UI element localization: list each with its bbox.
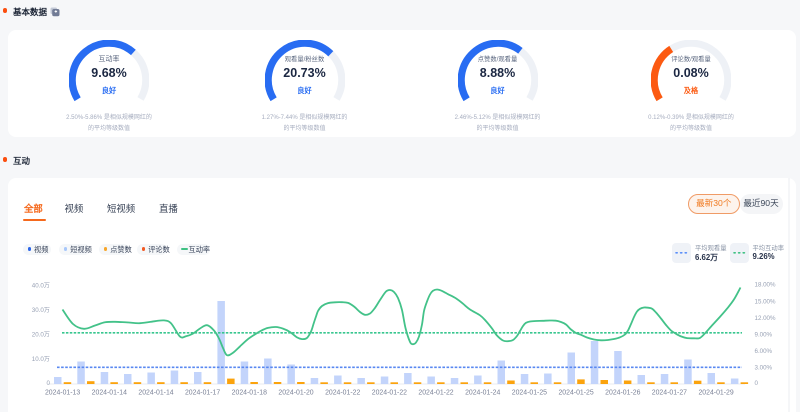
svg-text:2024-01-17: 2024-01-17: [185, 390, 220, 397]
svg-text:0: 0: [755, 380, 759, 387]
svg-text:2024-01-14: 2024-01-14: [138, 390, 173, 397]
svg-text:9.00%: 9.00%: [755, 331, 773, 338]
svg-text:2024-01-13: 2024-01-13: [45, 390, 80, 397]
svg-text:40.0万: 40.0万: [32, 282, 50, 289]
svg-text:2024-01-27: 2024-01-27: [652, 390, 687, 397]
svg-text:10.0万: 10.0万: [32, 356, 50, 363]
svg-text:2024-01-25: 2024-01-25: [558, 390, 593, 397]
svg-text:0: 0: [47, 380, 51, 387]
svg-text:15.00%: 15.00%: [755, 298, 776, 305]
svg-text:2024-01-26: 2024-01-26: [605, 390, 640, 397]
svg-text:2024-01-22: 2024-01-22: [372, 390, 407, 397]
svg-text:2024-01-24: 2024-01-24: [465, 390, 500, 397]
svg-text:2024-01-22: 2024-01-22: [418, 390, 453, 397]
svg-text:2024-01-29: 2024-01-29: [698, 390, 733, 397]
svg-text:6.00%: 6.00%: [755, 348, 773, 355]
svg-text:12.00%: 12.00%: [755, 315, 776, 322]
svg-text:30.0万: 30.0万: [32, 307, 50, 314]
svg-text:20.0万: 20.0万: [32, 332, 50, 339]
svg-text:2024-01-20: 2024-01-20: [278, 390, 313, 397]
svg-text:2024-01-18: 2024-01-18: [232, 390, 267, 397]
svg-text:2024-01-22: 2024-01-22: [325, 390, 360, 397]
svg-text:2024-01-14: 2024-01-14: [92, 390, 127, 397]
svg-text:3.00%: 3.00%: [755, 364, 773, 371]
svg-text:2024-01-25: 2024-01-25: [512, 390, 547, 397]
svg-text:18.00%: 18.00%: [755, 282, 776, 289]
